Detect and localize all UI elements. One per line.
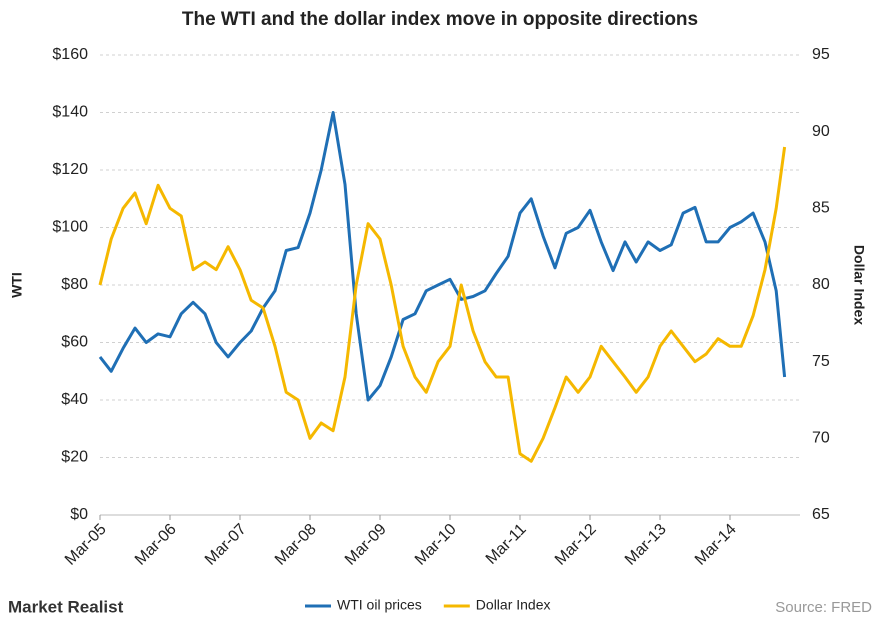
- y-axis-title: WTI: [9, 272, 25, 298]
- x-tick-label: Mar-10: [412, 521, 460, 569]
- x-tick-label: Mar-12: [552, 521, 600, 569]
- y-tick-label: $60: [61, 334, 88, 351]
- y-tick-label: $100: [52, 219, 88, 236]
- brand: Market Realist: [8, 597, 124, 616]
- x-tick-label: Mar-05: [62, 521, 110, 569]
- y2-tick-label: 80: [812, 276, 830, 293]
- x-tick-label: Mar-06: [132, 521, 180, 569]
- y2-tick-label: 70: [812, 430, 830, 447]
- y2-tick-label: 85: [812, 200, 830, 217]
- x-tick-label: Mar-07: [202, 521, 250, 569]
- x-tick-label: Mar-08: [272, 521, 320, 569]
- y2-tick-label: 95: [812, 46, 830, 63]
- y2-tick-label: 75: [812, 353, 830, 370]
- x-tick-label: Mar-09: [342, 521, 390, 569]
- y-tick-label: $40: [61, 391, 88, 408]
- chart-title: The WTI and the dollar index move in opp…: [182, 9, 698, 30]
- y-tick-label: $0: [70, 506, 88, 523]
- y2-tick-label: 90: [812, 123, 830, 140]
- y-tick-label: $140: [52, 104, 88, 121]
- y-tick-label: $20: [61, 449, 88, 466]
- legend-label: Dollar Index: [476, 597, 551, 613]
- y2-tick-label: 65: [812, 506, 830, 523]
- x-tick-label: Mar-14: [692, 521, 740, 569]
- y-tick-label: $80: [61, 276, 88, 293]
- y2-axis-title: Dollar Index: [851, 245, 867, 325]
- x-tick-label: Mar-13: [622, 521, 670, 569]
- line: [98, 111, 787, 402]
- legend-label: WTI oil prices: [337, 597, 422, 613]
- y-tick-label: $120: [52, 161, 88, 178]
- source: Source: FRED: [775, 599, 872, 616]
- line: [98, 146, 787, 463]
- x-tick-label: Mar-11: [483, 521, 530, 568]
- y-tick-label: $160: [52, 46, 88, 63]
